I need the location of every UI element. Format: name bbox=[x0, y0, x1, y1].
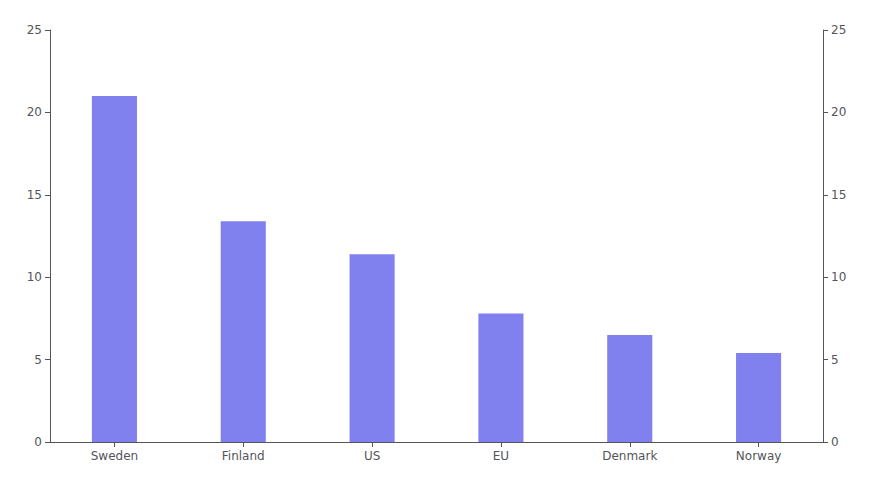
svg-text:15: 15 bbox=[27, 188, 42, 202]
svg-text:US: US bbox=[364, 449, 380, 463]
svg-text:5: 5 bbox=[34, 353, 42, 367]
svg-text:EU: EU bbox=[493, 449, 509, 463]
svg-text:20: 20 bbox=[27, 105, 42, 119]
svg-text:20: 20 bbox=[831, 105, 846, 119]
svg-text:Finland: Finland bbox=[222, 449, 265, 463]
svg-text:15: 15 bbox=[831, 188, 846, 202]
svg-text:10: 10 bbox=[831, 270, 846, 284]
svg-text:5: 5 bbox=[831, 353, 839, 367]
svg-text:0: 0 bbox=[34, 435, 42, 449]
svg-text:25: 25 bbox=[27, 23, 42, 37]
svg-text:Norway: Norway bbox=[736, 449, 782, 463]
svg-text:Sweden: Sweden bbox=[91, 449, 138, 463]
svg-text:0: 0 bbox=[831, 435, 839, 449]
svg-text:10: 10 bbox=[27, 270, 42, 284]
svg-text:Denmark: Denmark bbox=[602, 449, 657, 463]
svg-text:25: 25 bbox=[831, 23, 846, 37]
